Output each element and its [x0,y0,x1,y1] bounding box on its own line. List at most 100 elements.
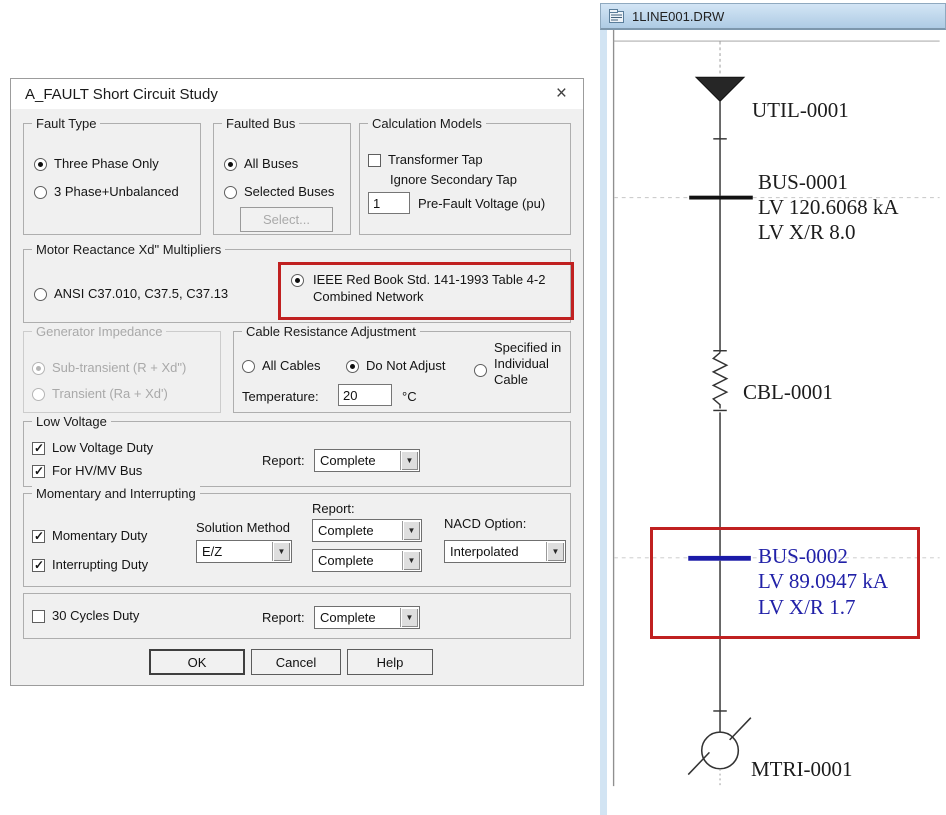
drawing-window-titlebar[interactable]: 1LINE001.DRW [600,3,946,30]
checkbox-label: Transformer Tap [388,152,483,167]
for-hvmv-bus-checkbox[interactable]: ✓ For HV/MV Bus [32,463,142,479]
ok-button[interactable]: OK [149,649,245,675]
prefault-voltage-label: Pre-Fault Voltage (pu) [418,196,546,211]
dropdown-arrow-icon[interactable]: ▼ [400,451,418,470]
nacd-option-dropdown[interactable]: Interpolated ▼ [444,540,566,563]
cycles-report-dropdown[interactable]: Complete ▼ [314,606,420,629]
radio-icon [291,274,304,287]
momentary-duty-checkbox[interactable]: ✓ Momentary Duty [32,528,147,544]
momentary-interrupting-group: Momentary and Interrupting ✓ Momentary D… [23,486,571,587]
radio-all-cables[interactable]: All Cables [242,358,321,374]
dropdown-arrow-icon[interactable]: ▼ [400,608,418,627]
cycles-duty-group: 30 Cycles Duty Report: Complete ▼ [23,593,571,639]
radio-ieee-redbook[interactable] [291,274,304,287]
faulted-bus-group: Faulted Bus All Buses Selected Buses Sel… [213,116,351,235]
radio-do-not-adjust[interactable]: Do Not Adjust [346,358,446,374]
radio-label: All Cables [262,358,321,373]
dropdown-arrow-icon[interactable]: ▼ [546,542,564,561]
checkbox-icon: ✓ [32,440,45,455]
oneline-diagram-svg [612,30,940,787]
group-label: Cable Resistance Adjustment [242,324,420,339]
temperature-input[interactable] [338,384,392,406]
low-voltage-group: Low Voltage ✓ Low Voltage Duty ✓ For HV/… [23,414,571,487]
radio-icon [32,387,45,401]
dropdown-value: Complete [320,610,376,625]
group-label: Low Voltage [32,414,111,429]
cable-resistance-group: Cable Resistance Adjustment All Cables D… [233,324,571,413]
interrupting-report-dropdown[interactable]: Complete ▼ [312,549,422,572]
radio-label: Specified in [494,340,562,355]
radio-label: IEEE Red Book Std. 141-1993 Table 4-2 [313,272,546,287]
radio-label: ANSI C37.010, C37.5, C37.13 [54,286,229,301]
bus1-bar[interactable] [689,195,753,200]
radio-label: Selected Buses [244,184,335,199]
temperature-label: Temperature: [242,389,319,404]
checkbox-label: Low Voltage Duty [52,440,154,455]
low-voltage-duty-checkbox[interactable]: ✓ Low Voltage Duty [32,440,153,456]
generator-impedance-group: Generator Impedance Sub-transient (R + X… [23,324,221,413]
radio-label: All Buses [244,156,299,171]
radio-icon [346,359,359,373]
canvas-left-margin [600,30,607,815]
report-label: Report: [262,453,305,468]
momentary-report-dropdown[interactable]: Complete ▼ [312,519,422,542]
radio-label: 3 Phase+Unbalanced [54,184,179,199]
close-icon[interactable]: × [555,83,567,104]
report-label: Report: [312,501,355,516]
checkbox-label: Momentary Duty [52,528,148,543]
radio-selected-buses[interactable]: Selected Buses [224,184,334,200]
radio-3phase-unbalanced[interactable]: 3 Phase+Unbalanced [34,184,179,200]
group-label: Momentary and Interrupting [32,486,200,501]
motor-reactance-group: Motor Reactance Xd" Multipliers ANSI C37… [23,242,574,323]
group-label: Calculation Models [368,116,486,131]
dialog-title: A_FAULT Short Circuit Study [25,85,218,103]
radio-icon [34,185,47,199]
select-buses-button[interactable]: Select... [240,207,333,232]
temperature-unit-label: °C [402,389,417,404]
solution-method-dropdown[interactable]: E/Z ▼ [196,540,292,563]
radio-all-buses[interactable]: All Buses [224,156,298,172]
help-button[interactable]: Help [347,649,433,675]
highlight-box: IEEE Red Book Std. 141-1993 Table 4-2 Co… [278,262,574,320]
transformer-tap-checkbox[interactable]: Transformer Tap [368,152,483,168]
group-label: Motor Reactance Xd" Multipliers [32,242,226,257]
dropdown-value: Complete [320,453,376,468]
dialog-titlebar[interactable]: A_FAULT Short Circuit Study [11,79,583,109]
radio-label: Individual [494,356,549,371]
checkbox-label: 30 Cycles Duty [52,608,140,623]
checkbox-icon [32,609,45,623]
cancel-button[interactable]: Cancel [251,649,341,675]
radio-label: Sub-transient (R + Xd") [52,360,187,375]
radio-specified-individual[interactable] [474,364,487,377]
group-label: Faulted Bus [222,116,300,131]
checkbox-label: For HV/MV Bus [52,463,143,478]
dropdown-arrow-icon[interactable]: ▼ [272,542,290,561]
cable-symbol[interactable] [711,352,729,409]
radio-icon [32,361,45,375]
radio-label: Three Phase Only [54,156,159,171]
dropdown-arrow-icon[interactable]: ▼ [402,551,420,570]
checkbox-icon: ✓ [32,528,45,543]
dropdown-value: Complete [318,523,374,538]
drawing-file-icon [609,9,624,23]
radio-icon [34,157,47,171]
prefault-voltage-input[interactable] [368,192,410,214]
radio-icon [474,364,487,377]
oneline-drawing-window: 1LINE001.DRW [600,0,946,815]
radio-three-phase-only[interactable]: Three Phase Only [34,156,159,172]
bus2-xr-label: LV X/R 1.7 [758,595,856,619]
interrupting-duty-checkbox[interactable]: ✓ Interrupting Duty [32,557,148,573]
radio-icon [34,287,47,301]
dropdown-arrow-icon[interactable]: ▼ [402,521,420,540]
radio-ansi[interactable]: ANSI C37.010, C37.5, C37.13 [34,286,228,302]
report-label: Report: [262,610,305,625]
bus2-bar[interactable] [688,555,751,561]
utility-symbol[interactable] [694,76,746,102]
bus2-ka-label: LV 89.0947 kA [758,569,889,593]
radio-icon [224,157,237,171]
drawing-window-title: 1LINE001.DRW [632,8,725,24]
group-label: Fault Type [32,116,101,131]
cycles-duty-checkbox[interactable]: 30 Cycles Duty [32,608,139,624]
lv-report-dropdown[interactable]: Complete ▼ [314,449,420,472]
motor-symbol[interactable] [687,717,752,776]
